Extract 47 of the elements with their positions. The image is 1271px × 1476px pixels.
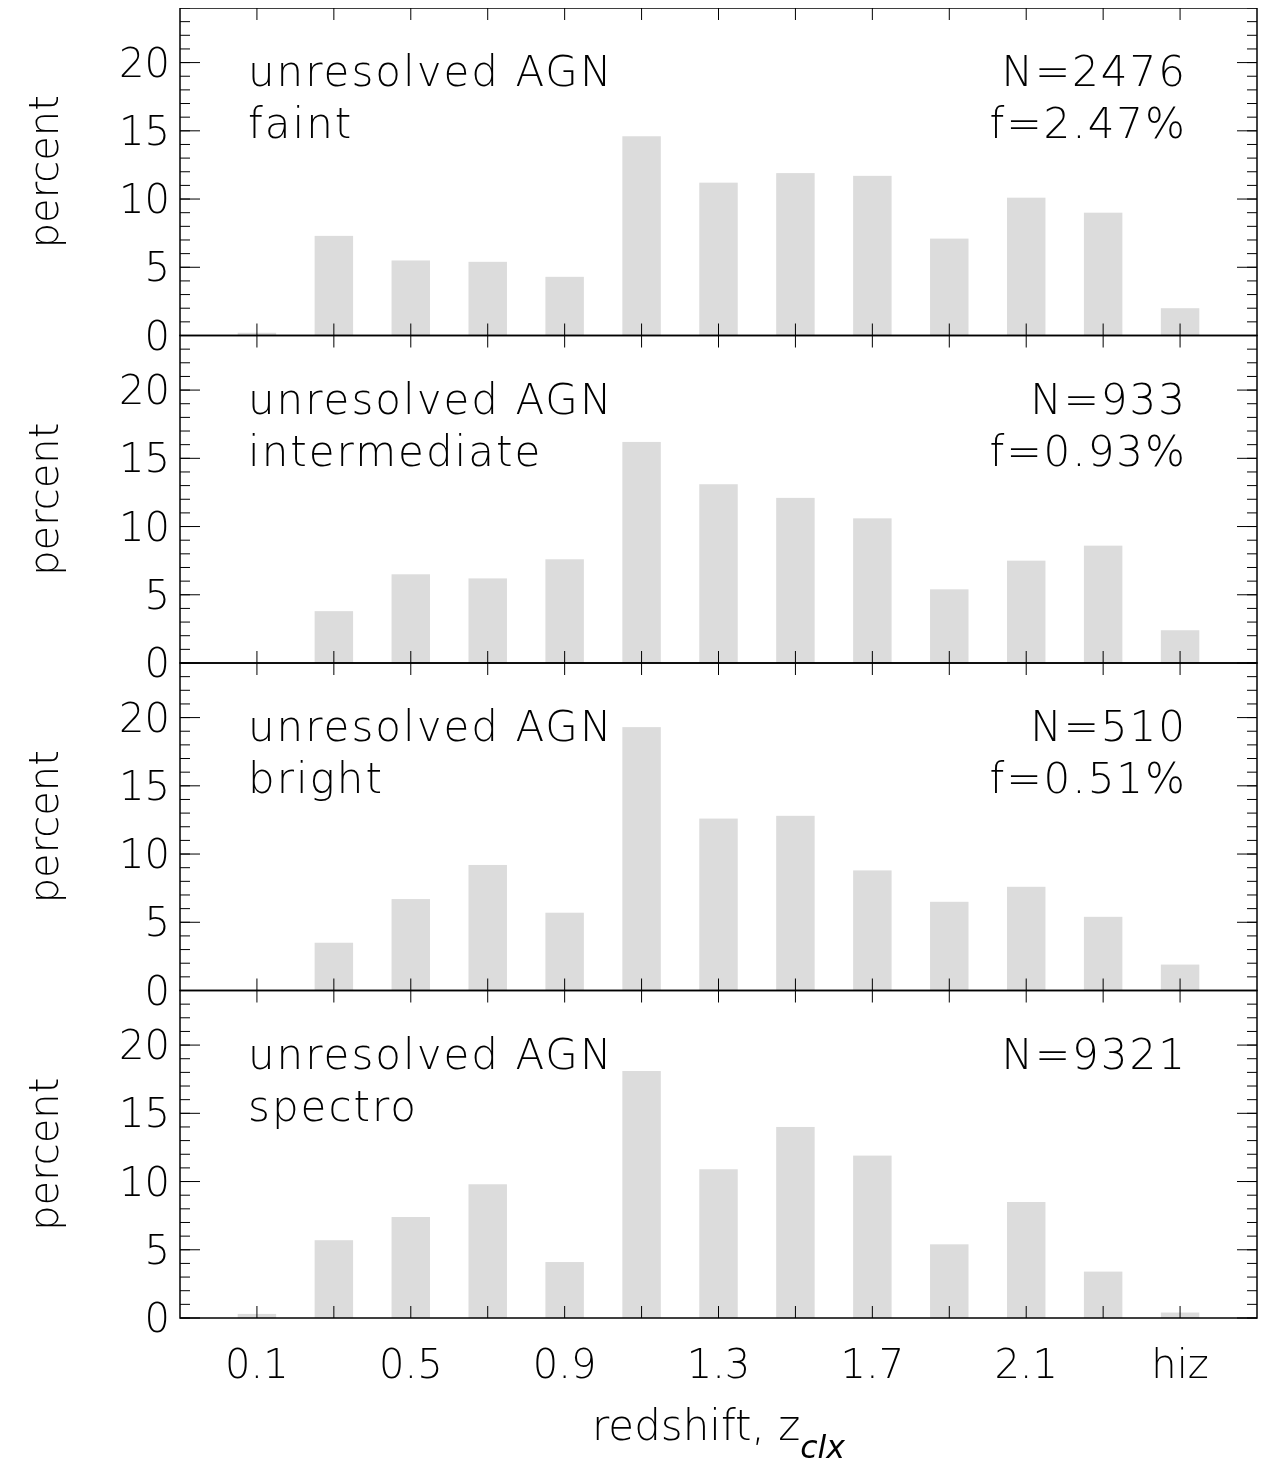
y-tick-label: 5 — [144, 571, 170, 618]
y-tick-label: 15 — [119, 1090, 170, 1137]
y-tick-label: 20 — [119, 1022, 170, 1069]
y-tick-label: 0 — [144, 967, 170, 1014]
text: unresolved AGN — [248, 1029, 614, 1079]
annotation: N=9321 — [1001, 1029, 1187, 1079]
text: unresolved AGN — [248, 374, 614, 424]
x-tick-label: 0.1 — [225, 1341, 289, 1387]
text: spectro — [248, 1081, 418, 1131]
y-tick-label: 20 — [119, 694, 170, 741]
y-tick-label: 10 — [119, 831, 170, 878]
y-tick-label: 15 — [119, 435, 170, 482]
y-tick-label: 15 — [119, 107, 170, 154]
x-axis-title: redshift, z$_{clx}$ — [592, 1401, 846, 1465]
x-tick-label: 0.5 — [378, 1341, 443, 1387]
annotation: N=933 — [1030, 374, 1187, 424]
y-axis-title: percent — [21, 1077, 67, 1231]
y-tick-label: 0 — [144, 640, 170, 686]
x-tick-label: 1.3 — [686, 1341, 751, 1387]
annotation: N=510 — [1030, 702, 1187, 751]
text: faint — [248, 99, 354, 148]
annotation: f=2.47% — [989, 99, 1187, 148]
y-tick-label: 15 — [119, 762, 170, 809]
x-tick-label: 2.1 — [994, 1341, 1059, 1387]
y-axis-title: percent — [21, 750, 67, 904]
y-tick-label: 20 — [119, 39, 170, 86]
y-axis-title: percent — [21, 95, 67, 249]
y-tick-label: 0 — [144, 312, 170, 359]
y-tick-label: 10 — [119, 1158, 170, 1205]
y-tick-label: 5 — [144, 244, 170, 291]
y-tick-label: 10 — [119, 176, 170, 223]
y-tick-label: 5 — [144, 1226, 170, 1273]
text: unresolved AGN — [248, 47, 614, 96]
y-axis-title: percent — [21, 422, 67, 576]
x-tick-label: 0.9 — [532, 1341, 597, 1387]
annotation: f=0.51% — [989, 754, 1187, 803]
y-tick-label: 20 — [119, 367, 170, 414]
y-tick-label: 0 — [144, 1295, 170, 1341]
text: unresolved AGN — [248, 702, 614, 751]
x-tick-label: 1.7 — [840, 1341, 905, 1387]
annotation: f=0.93% — [989, 426, 1187, 476]
text: intermediate — [248, 426, 543, 476]
x-tick-label: hiz — [1151, 1341, 1209, 1387]
annotation: N=2476 — [1001, 47, 1187, 96]
y-tick-label: 5 — [144, 899, 170, 946]
text: bright — [248, 754, 384, 803]
y-tick-label: 10 — [119, 503, 170, 550]
